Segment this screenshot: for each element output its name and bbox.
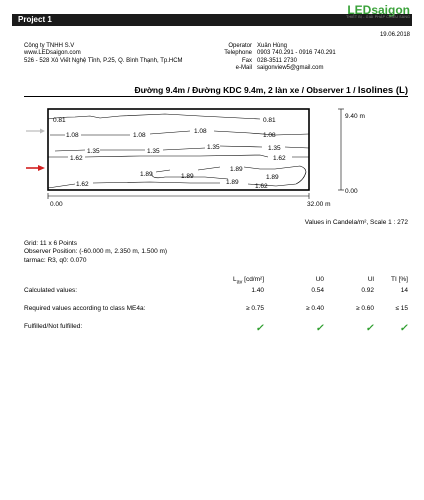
- contour-label: 1.35: [268, 145, 281, 152]
- telephone-label: Telephone: [224, 50, 252, 57]
- calc-label: Calculated values:: [24, 287, 78, 294]
- contour-label: 1.08: [263, 132, 276, 139]
- contour-label: 1.89: [226, 179, 239, 186]
- req-u0: ≥ 0.40: [305, 305, 324, 312]
- operator-value: Xuân Hùng: [257, 43, 288, 49]
- contour-label: 1.89: [266, 174, 279, 181]
- x-left-label: 0.00: [50, 201, 63, 208]
- check-icon: ✓: [398, 323, 410, 334]
- contour-label: 0.81: [53, 117, 66, 124]
- col-lav-header: Lav [cd/m²]: [232, 276, 264, 286]
- x-right-label: 32.00 m: [307, 201, 331, 208]
- contour-label: 1.62: [273, 155, 286, 162]
- req-lav: ≥ 0.75: [245, 305, 264, 312]
- contact-block: Operator Xuân Hùng Telephone 0903 740.291 …: [206, 43, 336, 73]
- contour-label: 1.62: [70, 155, 83, 162]
- contour-label: 1.62: [76, 181, 89, 188]
- light-direction-arrow-icon: [26, 128, 45, 134]
- telephone-value: 0903 740.291 - 0916 740.291: [257, 50, 336, 57]
- contour-label: 1.35: [147, 148, 160, 155]
- req-ul: ≥ 0.60: [355, 305, 374, 312]
- required-row: Required values according to class ME4a:…: [24, 305, 408, 315]
- fax-value: 028-3511 2730: [257, 57, 297, 64]
- operator-label: Operator: [228, 43, 252, 49]
- logo-name: LEDsaigon: [347, 3, 410, 17]
- isoline-plot: 0.81 0.81 1.08 1.08 1.08 1.08 1.35 1.35 …: [26, 108, 365, 208]
- contour-label: 0.81: [263, 117, 276, 124]
- fulfilled-row: Fulfilled/Not fulfilled: ✓ ✓ ✓ ✓: [24, 323, 410, 334]
- grid-info: Grid: 11 x 6 Points: [24, 240, 77, 247]
- isolines: [47, 113, 310, 189]
- contour-label: 1.08: [133, 132, 146, 139]
- width-dimension: [338, 108, 344, 191]
- observer-info: Observer Position: (-60.000 m, 2.350 m, …: [24, 248, 168, 256]
- calc-ti: 14: [400, 287, 408, 294]
- isoline-1-08: [50, 130, 310, 136]
- page-title-main: Đường 9.4m / Đường KDC 9.4m, 2 làn xe / …: [134, 85, 356, 95]
- project-title-bar: Project 1: [12, 14, 412, 26]
- company-name: Công ty TNHH S.V: [24, 43, 75, 49]
- req-label: Required values according to class ME4a:: [24, 305, 146, 312]
- title-divider: [24, 96, 408, 97]
- project-title: Project 1: [18, 15, 52, 24]
- contour-label: 1.89: [181, 173, 194, 180]
- units-note: Values in Candela/m², Scale 1 : 272: [304, 219, 408, 226]
- company-address: 526 - 528 Xô Viết Nghệ Tĩnh, P.25, Q. Bì…: [24, 57, 183, 64]
- length-dimension: [47, 193, 310, 199]
- road-outline: [47, 108, 310, 191]
- calc-info: Grid: 11 x 6 Points Observer Position: (…: [24, 240, 167, 265]
- y-top-label: 9.40 m: [345, 113, 365, 120]
- calc-u0: 0.54: [311, 287, 324, 294]
- col-ul-header: Ul: [367, 276, 374, 283]
- page-title: Đường 9.4m / Đường KDC 9.4m, 2 làn xe / …: [24, 85, 408, 96]
- isoline-1-62-bottom: [47, 181, 220, 189]
- tarmac-info: tarmac: R3, q0: 0.070: [24, 256, 87, 264]
- calc-ul: 0.92: [361, 287, 374, 294]
- observer-arrow-icon: [26, 165, 45, 171]
- email-label: e-Mail: [235, 65, 252, 72]
- col-ti-header: TI [%]: [391, 276, 408, 283]
- contour-label: 1.08: [194, 128, 207, 135]
- calculated-row: Calculated values: 1.40 0.54 0.92 14: [24, 287, 408, 297]
- y-bottom-label: 0.00: [345, 188, 358, 195]
- contour-label: 1.89: [230, 166, 243, 173]
- isoline-0-81: [47, 113, 261, 120]
- contour-label: 1.89: [140, 171, 153, 178]
- fax-label: Fax: [241, 57, 252, 64]
- contour-label: 1.35: [207, 144, 220, 151]
- logo: LEDsaigon THIẾT BỊ - GIẢI PHÁP CHIẾU SÁN…: [346, 3, 410, 19]
- req-ti: ≤ 15: [395, 305, 408, 312]
- page-title-suffix: Isolines (L): [357, 85, 408, 96]
- col-u0-header: U0: [315, 276, 324, 283]
- isoline-1-89: [151, 165, 307, 187]
- company-block: Công ty TNHH S.V www.LEDsaigon.com 526 -…: [24, 43, 183, 65]
- logo-tagline: THIẾT BỊ - GIẢI PHÁP CHIẾU SÁNG: [346, 15, 410, 19]
- contour-label: 1.62: [255, 183, 268, 190]
- contour-label: 1.35: [87, 148, 100, 155]
- contour-label: 1.08: [66, 132, 79, 139]
- company-website: www.LEDsaigon.com: [24, 50, 81, 57]
- ff-label: Fulfilled/Not fulfilled:: [24, 323, 83, 330]
- results-table: Lav [cd/m²] U0 Ul TI [%] Calculated valu…: [24, 276, 410, 334]
- report-date: 19.06.2018: [379, 32, 410, 38]
- email-value: saigonview5@gmail.com: [257, 65, 324, 72]
- isoline-1-35: [54, 145, 310, 152]
- calc-lav: 1.40: [251, 287, 264, 294]
- results-header-row: Lav [cd/m²] U0 Ul TI [%]: [24, 276, 408, 286]
- isoline-1-62-top: [48, 154, 309, 158]
